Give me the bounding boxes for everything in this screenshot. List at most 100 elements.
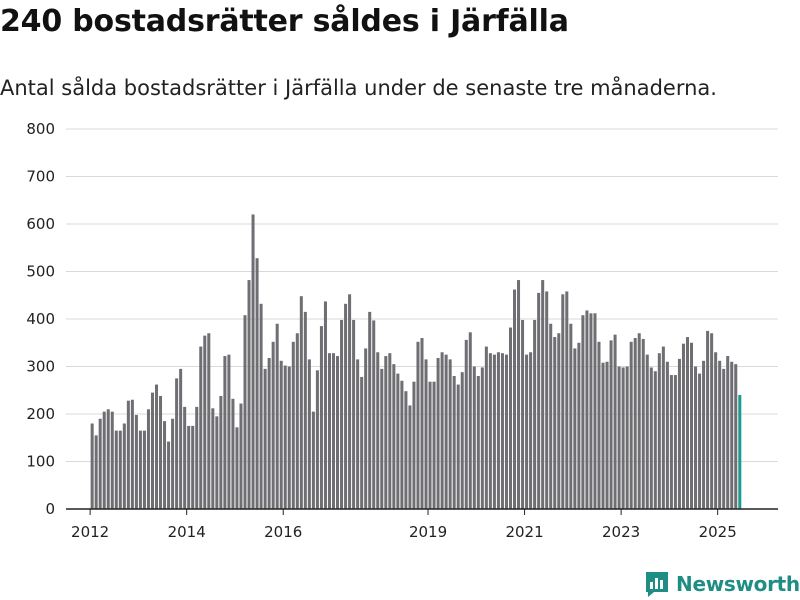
annotation-layer: 240 — [726, 0, 761, 20]
data-bar — [690, 342, 694, 509]
page-title: 240 bostadsrätter såldes i Järfälla — [0, 4, 569, 39]
data-bar — [315, 370, 319, 509]
data-bar — [706, 330, 710, 510]
data-bar — [311, 411, 315, 510]
data-bar — [718, 360, 722, 509]
data-bar — [126, 400, 130, 509]
data-bar — [525, 354, 529, 510]
data-bar — [722, 368, 726, 510]
data-bar — [521, 319, 525, 509]
data-bar — [444, 354, 448, 510]
data-bar — [597, 341, 601, 509]
data-bar — [199, 346, 203, 509]
data-bar — [106, 409, 110, 509]
data-bar — [613, 334, 617, 509]
data-bar — [665, 361, 669, 509]
data-bar — [476, 376, 480, 509]
data-bar — [364, 348, 368, 509]
data-bar — [533, 319, 537, 509]
data-bar — [553, 337, 557, 509]
data-bar — [593, 313, 597, 509]
data-bar — [118, 430, 122, 510]
x-tick-label: 2025 — [699, 523, 737, 541]
annotation-label: 240 — [729, 0, 760, 4]
data-bar — [134, 414, 138, 509]
x-tick-label: 2016 — [264, 523, 302, 541]
page-subtitle: Antal sålda bostadsrätter i Järfälla und… — [0, 76, 717, 100]
data-bar — [681, 343, 685, 509]
data-bar — [247, 280, 251, 509]
data-bar — [336, 356, 340, 509]
data-bar — [653, 371, 657, 509]
data-bar — [702, 360, 706, 509]
y-tick-label: 600 — [26, 215, 55, 233]
y-tick-label: 800 — [26, 120, 55, 138]
data-bar — [327, 353, 331, 509]
data-bar — [303, 311, 307, 510]
bars-layer — [90, 214, 742, 510]
data-bar — [348, 294, 352, 509]
data-bar — [283, 365, 287, 509]
data-bar — [110, 411, 114, 510]
data-bar — [295, 333, 299, 509]
data-bar — [215, 416, 219, 510]
data-bar — [472, 366, 476, 509]
data-bar — [734, 364, 738, 510]
data-bar — [211, 408, 215, 509]
x-tick-label: 2021 — [505, 523, 543, 541]
data-bar — [440, 352, 444, 509]
data-bar — [428, 381, 432, 509]
data-bar — [90, 423, 94, 509]
data-bar — [629, 341, 633, 509]
data-bar — [617, 366, 621, 509]
brand-name: Newsworthy — [676, 572, 800, 596]
newsworthy-logo-icon — [646, 572, 668, 597]
data-bar — [480, 367, 484, 509]
data-bar — [581, 315, 585, 509]
data-bar — [685, 337, 689, 509]
data-bar — [416, 341, 420, 509]
data-bar — [368, 311, 372, 510]
data-bar — [203, 335, 207, 510]
data-bar — [557, 333, 561, 509]
data-bar — [625, 366, 629, 509]
data-bar — [207, 333, 211, 509]
data-bar — [142, 430, 146, 510]
data-bar — [517, 280, 521, 509]
data-bar — [380, 368, 384, 510]
data-bar — [460, 372, 464, 509]
data-bar — [561, 294, 565, 509]
newsworthy-logo[interactable]: Newsworthy — [644, 569, 800, 599]
y-tick-label: 700 — [26, 168, 55, 186]
x-tick-label: 2023 — [602, 523, 640, 541]
data-bar — [589, 313, 593, 509]
data-bar — [541, 280, 545, 509]
data-bar — [492, 354, 496, 510]
data-bar — [231, 398, 235, 509]
data-bar — [138, 430, 142, 510]
y-tick-label: 200 — [26, 405, 55, 423]
data-bar — [400, 380, 404, 509]
data-bar — [436, 357, 440, 509]
data-bar — [291, 341, 295, 509]
annotation-bg — [726, 0, 761, 20]
data-bar — [219, 395, 223, 509]
data-bar — [694, 366, 698, 509]
data-bar — [677, 358, 681, 509]
data-bar — [243, 315, 247, 509]
data-bar — [726, 356, 730, 509]
x-tick-label: 2014 — [168, 523, 206, 541]
data-bar — [657, 353, 661, 509]
data-bar — [500, 353, 504, 509]
data-bar — [376, 352, 380, 509]
data-bar — [102, 411, 106, 510]
data-bar — [730, 361, 734, 509]
data-bar — [388, 353, 392, 509]
y-tick-label: 0 — [45, 500, 55, 518]
data-bar — [637, 333, 641, 509]
data-bar — [299, 296, 303, 509]
data-bar — [645, 354, 649, 510]
data-bar — [452, 376, 456, 509]
data-bar — [263, 368, 267, 510]
data-bar — [227, 354, 231, 510]
